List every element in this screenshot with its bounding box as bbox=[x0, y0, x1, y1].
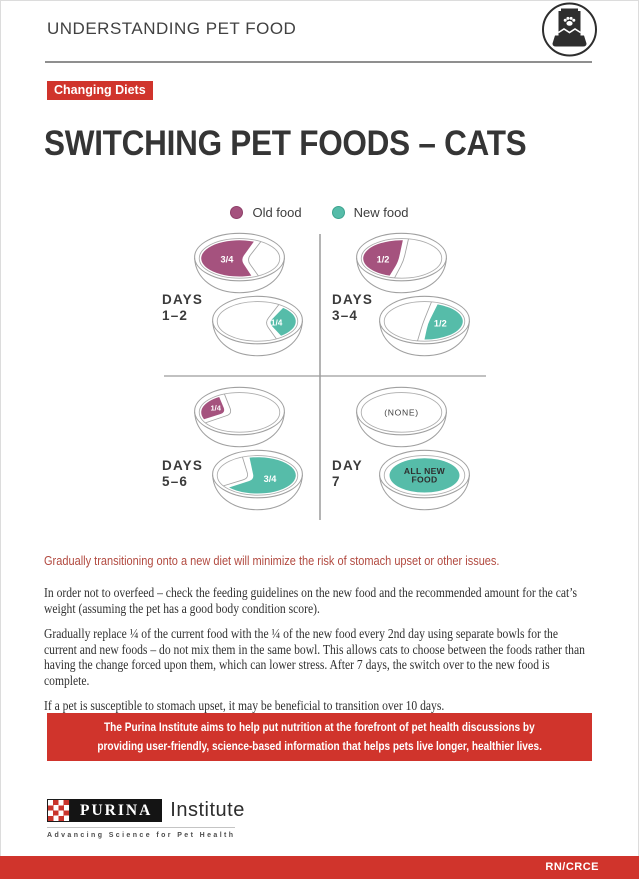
legend-label: New food bbox=[353, 205, 409, 220]
body-text: In order not to overfeed – check the fee… bbox=[44, 585, 592, 724]
day-label: DAYS bbox=[162, 458, 203, 473]
old-food-bowl: 1/4 bbox=[194, 386, 285, 448]
portion-label: 1/4 bbox=[271, 318, 283, 327]
purina-wordmark: PURINA bbox=[70, 799, 163, 822]
new-food-bowl: 1/4 bbox=[212, 295, 303, 357]
food-portion-slice bbox=[201, 397, 225, 420]
old-food-dot-icon bbox=[230, 206, 244, 219]
legend-item-new-food: New food bbox=[331, 205, 409, 220]
portion-label: (NONE) bbox=[384, 408, 418, 418]
portion-label: 3/4 bbox=[264, 474, 278, 484]
body-paragraph: If a pet is susceptible to stomach upset… bbox=[44, 698, 445, 714]
page-title: SWITCHING PET FOODS – CATS bbox=[44, 124, 527, 163]
old-food-bowl: 1/2 bbox=[356, 232, 447, 294]
body-paragraph: In order not to overfeed – check the fee… bbox=[44, 585, 578, 616]
bowl-divider bbox=[223, 456, 249, 487]
footer-bar: RN/CRCE bbox=[0, 856, 639, 879]
bowl-divider bbox=[417, 301, 432, 342]
portion-label: 1/2 bbox=[377, 254, 390, 264]
portion-label: ALL NEW bbox=[404, 466, 446, 476]
old-food-bowl: 3/4 bbox=[194, 232, 285, 294]
institute-wordmark: Institute bbox=[170, 799, 245, 821]
bowl-divider bbox=[394, 238, 409, 279]
day-label: DAYS bbox=[162, 292, 203, 307]
new-food-dot-icon bbox=[331, 206, 345, 219]
food-portion-slice bbox=[389, 458, 460, 493]
purina-checkerboard-icon bbox=[47, 799, 70, 822]
food-portion-slice bbox=[229, 457, 296, 494]
portion-label: FOOD bbox=[411, 475, 437, 485]
body-paragraph: Gradually replace ¼ of the current food … bbox=[44, 626, 585, 688]
doc-code: RN/CRCE bbox=[545, 861, 599, 873]
portion-label: 3/4 bbox=[221, 254, 235, 264]
callout-text-line: providing user-friendly, science-based i… bbox=[97, 738, 542, 753]
bowl-divider bbox=[205, 393, 232, 424]
changing-diets-badge: Changing Diets bbox=[47, 81, 153, 100]
header-title: UNDERSTANDING PET FOOD bbox=[47, 19, 297, 38]
lead-text: Gradually transitioning onto a new diet … bbox=[44, 554, 500, 568]
portion-label: 1/4 bbox=[210, 403, 221, 412]
day-label: 3–4 bbox=[332, 308, 358, 323]
pet-food-bag-bowl-icon bbox=[541, 2, 599, 58]
bowl-divider bbox=[266, 304, 280, 340]
food-portion-slice bbox=[424, 304, 463, 340]
food-portion-slice bbox=[201, 240, 254, 277]
new-food-bowl: 3/4 bbox=[212, 449, 303, 511]
portion-label: 1/2 bbox=[434, 319, 447, 329]
purina-institute-logo: PURINA Institute Advancing Science for P… bbox=[47, 799, 245, 839]
callout-banner: The Purina Institute aims to help put nu… bbox=[47, 713, 592, 761]
logo-tagline: Advancing Science for Pet Health bbox=[47, 827, 236, 839]
transition-diagram: DAYS1–23/41/4DAYS3–41/21/2DAYS5–61/43/4D… bbox=[162, 232, 486, 520]
day-label: DAYS bbox=[332, 292, 373, 307]
day-label: 7 bbox=[332, 474, 341, 489]
day-label: 5–6 bbox=[162, 474, 188, 489]
day-label: DAY bbox=[332, 458, 363, 473]
food-portion-slice bbox=[363, 240, 403, 276]
bowl-divider bbox=[248, 241, 262, 277]
callout-text-line: The Purina Institute aims to help put nu… bbox=[104, 720, 535, 735]
food-portion-slice bbox=[270, 307, 296, 336]
legend: Old food New food bbox=[0, 205, 639, 220]
header-divider-rule bbox=[45, 61, 592, 63]
legend-label: Old food bbox=[252, 205, 302, 220]
new-food-bowl: 1/2 bbox=[379, 295, 470, 357]
legend-item-old-food: Old food bbox=[230, 205, 302, 220]
empty-bowl: (NONE) bbox=[356, 386, 447, 448]
day-label: 1–2 bbox=[162, 308, 188, 323]
